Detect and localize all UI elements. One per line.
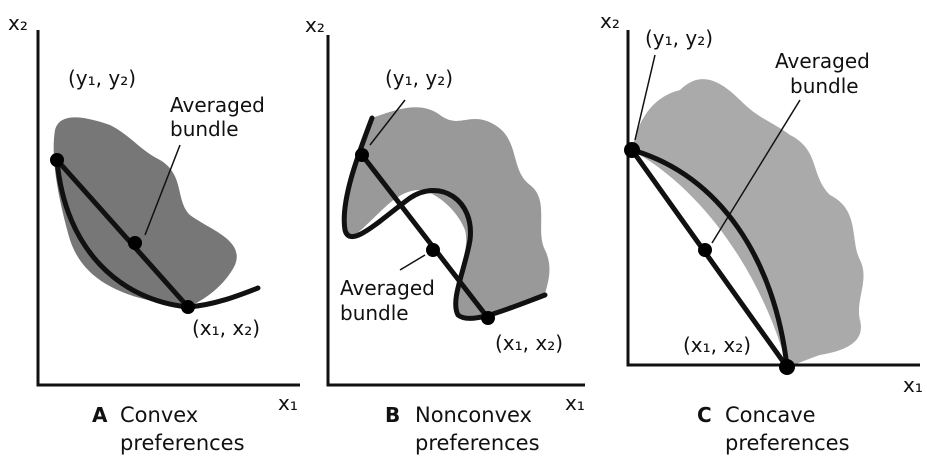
point-label: (x₁, x₂) <box>192 316 260 340</box>
point <box>128 236 142 250</box>
chord <box>54 157 191 310</box>
pointer <box>369 99 406 146</box>
point <box>50 153 64 167</box>
pointer <box>399 254 426 271</box>
chord <box>629 147 790 370</box>
annotation: bundle <box>170 117 239 141</box>
point <box>426 243 440 257</box>
panel-letter: C <box>697 403 712 427</box>
x-axis-label: x₁ <box>278 391 298 415</box>
point-label: (y₁, y₂) <box>645 26 713 50</box>
chord <box>359 152 491 321</box>
annotation: Averaged <box>170 93 265 117</box>
pointer <box>634 54 656 141</box>
annotation: Averaged <box>775 49 870 73</box>
annotation: Averaged <box>340 276 435 300</box>
caption: Nonconvex <box>415 403 532 427</box>
panel-a: x₂ x₁ (y₁, y₂) (x₁, x₂) Averaged bundle … <box>8 11 300 455</box>
point-label: (y₁, y₂) <box>385 66 453 90</box>
y-axis-label: x₂ <box>8 11 28 35</box>
pointer <box>711 99 801 244</box>
point <box>779 359 795 375</box>
panel-b: x₂ x₁ (y₁, y₂) (x₁, x₂) Averaged bundle … <box>305 13 585 455</box>
caption: preferences <box>725 431 850 455</box>
x-axis-label: x₁ <box>903 373 923 397</box>
y-axis-label: x₂ <box>305 13 325 37</box>
axes <box>36 30 300 387</box>
blob <box>342 107 550 319</box>
x-axis-label: x₁ <box>565 391 585 415</box>
axes <box>626 30 920 367</box>
caption: preferences <box>415 431 540 455</box>
axes <box>326 35 585 387</box>
caption: Convex <box>120 403 198 427</box>
point <box>355 148 369 162</box>
point <box>624 142 640 158</box>
caption: Concave <box>725 403 816 427</box>
point <box>698 243 712 257</box>
point-label: (x₁, x₂) <box>683 333 751 357</box>
point <box>481 311 495 325</box>
panel-letter: B <box>385 403 400 427</box>
panel-letter: A <box>92 403 108 427</box>
blob <box>632 79 864 367</box>
point <box>181 300 195 314</box>
indifference-curve <box>341 115 548 321</box>
blob <box>53 117 237 307</box>
annotation: bundle <box>790 74 859 98</box>
panel-c: x₂ x₁ (y₁, y₂) (x₁, x₂) Averaged bundle … <box>600 9 923 455</box>
annotation: bundle <box>340 301 409 325</box>
pointer <box>144 144 181 236</box>
caption: preferences <box>120 431 245 455</box>
indifference-curve <box>54 157 261 310</box>
point-label: (y₁, y₂) <box>68 66 136 90</box>
y-axis-label: x₂ <box>600 9 620 33</box>
point-label: (x₁, x₂) <box>495 331 563 355</box>
indifference-curve <box>629 147 790 370</box>
